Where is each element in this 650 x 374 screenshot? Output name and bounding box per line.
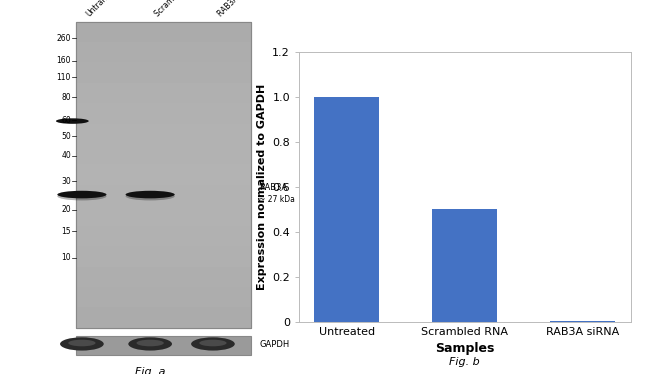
Text: RAB3A: RAB3A xyxy=(259,183,287,192)
Bar xyxy=(551,321,616,322)
Ellipse shape xyxy=(125,192,175,200)
X-axis label: Samples: Samples xyxy=(435,342,495,355)
Bar xyxy=(77,226,251,246)
Ellipse shape xyxy=(200,340,227,346)
Bar xyxy=(77,205,251,226)
Bar xyxy=(77,22,251,328)
Text: ~ 27 kDa: ~ 27 kDa xyxy=(259,195,295,204)
Bar xyxy=(314,97,379,322)
Text: 80: 80 xyxy=(61,93,71,102)
Ellipse shape xyxy=(128,337,172,350)
Text: 15: 15 xyxy=(61,227,71,236)
Bar xyxy=(77,62,251,83)
Bar xyxy=(77,185,251,205)
Bar xyxy=(77,22,251,42)
Text: 20: 20 xyxy=(61,205,71,214)
Text: Fig. b: Fig. b xyxy=(449,356,480,367)
Bar xyxy=(77,267,251,287)
Ellipse shape xyxy=(125,191,175,198)
Bar xyxy=(77,42,251,62)
Text: 260: 260 xyxy=(57,34,71,43)
Text: Untransfected: Untransfected xyxy=(84,0,129,18)
Text: 60: 60 xyxy=(61,116,71,125)
Ellipse shape xyxy=(136,340,164,346)
Ellipse shape xyxy=(68,340,96,346)
Text: 50: 50 xyxy=(61,132,71,141)
Text: RAB3A siRNA: RAB3A siRNA xyxy=(216,0,258,18)
Bar xyxy=(77,246,251,267)
Text: 30: 30 xyxy=(61,177,71,186)
Bar xyxy=(77,287,251,307)
Text: 40: 40 xyxy=(61,151,71,160)
Ellipse shape xyxy=(56,118,88,124)
Bar xyxy=(77,124,251,144)
Bar xyxy=(77,307,251,328)
Text: Scrambled siRNA: Scrambled siRNA xyxy=(153,0,206,18)
Text: GAPDH: GAPDH xyxy=(259,340,290,349)
Text: 160: 160 xyxy=(57,56,71,65)
Ellipse shape xyxy=(57,191,107,198)
Bar xyxy=(77,144,251,165)
Text: 10: 10 xyxy=(61,254,71,263)
Bar xyxy=(77,22,251,328)
Bar xyxy=(77,336,251,355)
Bar xyxy=(77,83,251,103)
Ellipse shape xyxy=(57,192,107,200)
Ellipse shape xyxy=(191,337,235,350)
Text: Fig. a: Fig. a xyxy=(135,367,165,374)
Y-axis label: Expression normalized to GAPDH: Expression normalized to GAPDH xyxy=(257,84,266,290)
Bar xyxy=(432,209,497,322)
Bar xyxy=(77,103,251,124)
Ellipse shape xyxy=(60,337,104,350)
Text: 110: 110 xyxy=(57,73,71,82)
Bar xyxy=(77,165,251,185)
